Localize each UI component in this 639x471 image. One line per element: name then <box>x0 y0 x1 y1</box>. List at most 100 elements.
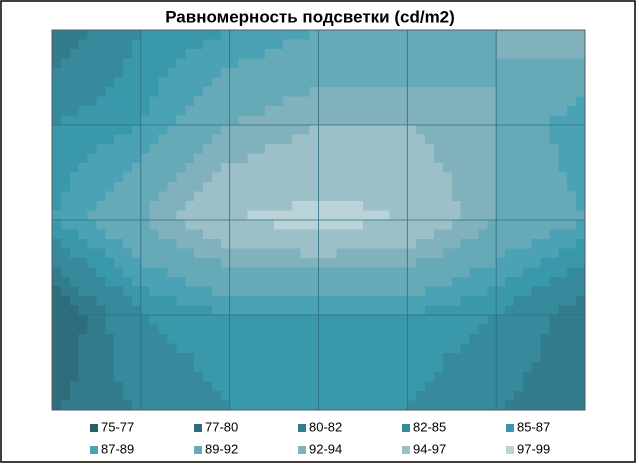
contour-cell <box>567 68 577 79</box>
contour-cell <box>362 106 373 117</box>
contour-cell <box>522 201 533 212</box>
contour-cell <box>256 286 266 297</box>
contour-cell <box>247 372 257 383</box>
contour-cell <box>87 163 98 174</box>
contour-cell <box>336 68 346 79</box>
contour-cell <box>238 115 249 126</box>
contour-cell <box>96 68 106 79</box>
contour-cell <box>167 239 177 250</box>
contour-cell <box>336 201 346 212</box>
contour-cell <box>371 106 382 117</box>
contour-cell <box>531 87 542 98</box>
contour-cell <box>540 296 551 307</box>
contour-cell <box>487 305 497 316</box>
contour-cell <box>496 239 506 250</box>
contour-cell <box>425 115 435 126</box>
contour-cell <box>185 182 195 193</box>
contour-cell <box>336 381 346 392</box>
contour-cell <box>220 239 231 250</box>
contour-cell <box>318 201 328 212</box>
contour-cell <box>247 334 257 345</box>
contour-cell <box>282 277 293 288</box>
contour-cell <box>478 229 488 240</box>
contour-cell <box>513 400 524 411</box>
contour-cell <box>567 248 577 259</box>
contour-cell <box>167 220 177 231</box>
contour-cell <box>185 343 195 354</box>
contour-cell <box>158 58 169 69</box>
contour-cell <box>78 267 89 278</box>
contour-cell <box>52 391 62 402</box>
contour-cell <box>158 68 169 79</box>
contour-cell <box>558 391 568 402</box>
contour-cell <box>558 362 568 373</box>
contour-cell <box>229 77 240 88</box>
contour-cell <box>87 305 98 316</box>
contour-cell <box>78 106 89 117</box>
contour-cell <box>265 381 275 392</box>
contour-cell <box>327 220 337 231</box>
contour-cell <box>336 39 346 50</box>
contour-cell <box>203 77 213 88</box>
contour-cell <box>300 239 311 250</box>
contour-cell <box>407 381 417 392</box>
contour-cell <box>522 115 533 126</box>
contour-cell <box>469 210 479 221</box>
contour-cell <box>78 68 89 79</box>
contour-cell <box>238 153 249 164</box>
contour-cell <box>229 182 240 193</box>
contour-cell <box>203 163 213 174</box>
contour-cell <box>52 258 62 269</box>
contour-cell <box>60 115 71 126</box>
contour-cell <box>407 343 417 354</box>
contour-cell <box>247 305 257 316</box>
contour-cell <box>176 191 186 202</box>
contour-cell <box>167 277 177 288</box>
contour-cell <box>407 125 417 136</box>
contour-cell <box>185 106 195 117</box>
contour-cell <box>220 248 231 259</box>
contour-cell <box>167 391 177 402</box>
contour-cell <box>149 134 160 145</box>
contour-cell <box>505 201 515 212</box>
contour-cell <box>478 30 488 41</box>
contour-cell <box>194 106 204 117</box>
contour-cell <box>513 362 524 373</box>
contour-cell <box>460 239 471 250</box>
contour-cell <box>87 239 98 250</box>
contour-cell <box>531 96 542 107</box>
contour-cell <box>131 30 142 41</box>
contour-cell <box>380 353 391 364</box>
contour-cell <box>114 267 124 278</box>
contour-cell <box>576 163 586 174</box>
contour-cell <box>96 210 106 221</box>
contour-cell <box>522 68 533 79</box>
contour-cell <box>194 58 204 69</box>
contour-cell <box>140 220 151 231</box>
legend-label: 94-97 <box>413 441 446 456</box>
contour-cell <box>300 305 311 316</box>
contour-cell <box>203 172 213 183</box>
contour-cell <box>549 125 559 136</box>
contour-cell <box>300 372 311 383</box>
contour-cell <box>167 30 177 41</box>
contour-cell <box>96 334 106 345</box>
contour-cell <box>309 400 320 411</box>
contour-cell <box>425 220 435 231</box>
contour-cell <box>60 106 71 117</box>
contour-cell <box>433 324 444 335</box>
contour-cell <box>131 125 142 136</box>
contour-cell <box>194 277 204 288</box>
contour-cell <box>185 58 195 69</box>
contour-cell <box>282 153 293 164</box>
contour-cell <box>513 210 524 221</box>
contour-cell <box>274 258 284 269</box>
contour-cell <box>389 248 400 259</box>
contour-cell <box>327 296 337 307</box>
contour-cell <box>425 324 435 335</box>
contour-cell <box>211 210 222 221</box>
contour-cell <box>78 210 89 221</box>
contour-cell <box>309 324 320 335</box>
contour-cell <box>256 77 266 88</box>
contour-cell <box>105 248 115 259</box>
